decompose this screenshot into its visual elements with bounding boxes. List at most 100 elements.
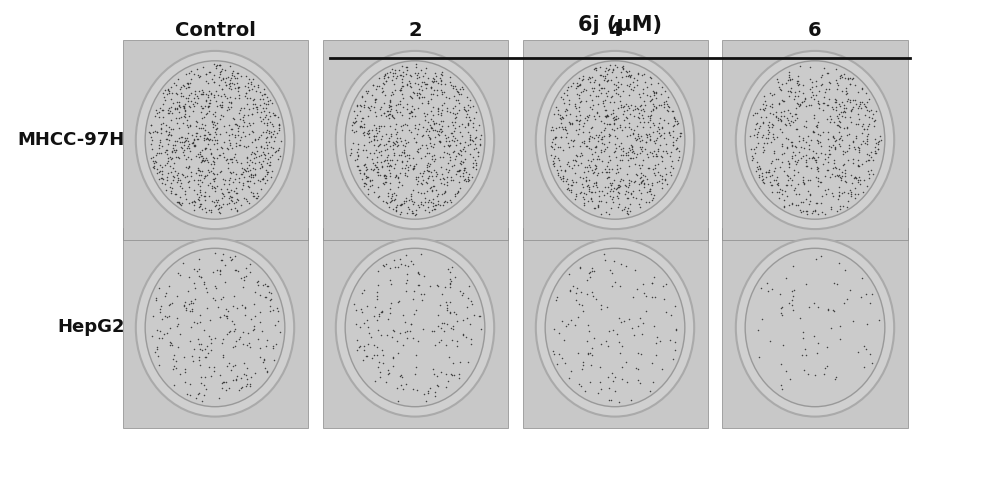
- Point: [545, 156, 561, 164]
- Point: [414, 94, 430, 102]
- Point: [583, 195, 599, 203]
- Point: [622, 206, 638, 214]
- Point: [249, 103, 265, 111]
- Point: [458, 333, 474, 341]
- Point: [410, 104, 426, 112]
- Point: [170, 170, 186, 177]
- Point: [557, 124, 573, 132]
- Point: [581, 72, 597, 80]
- Point: [169, 292, 185, 300]
- Point: [245, 128, 261, 136]
- Point: [204, 75, 220, 83]
- Point: [186, 197, 202, 205]
- Point: [221, 384, 237, 392]
- Point: [599, 303, 615, 311]
- Point: [868, 106, 884, 114]
- Point: [615, 110, 631, 118]
- Point: [621, 162, 637, 170]
- Point: [361, 126, 377, 134]
- Point: [359, 165, 375, 173]
- Point: [212, 100, 228, 108]
- Point: [785, 148, 801, 156]
- Point: [820, 68, 836, 76]
- Point: [165, 142, 181, 150]
- Point: [431, 132, 447, 140]
- Point: [758, 113, 774, 121]
- Point: [603, 76, 619, 84]
- Point: [271, 126, 287, 134]
- Point: [225, 302, 241, 310]
- Point: [466, 114, 482, 122]
- Point: [392, 86, 408, 94]
- Point: [801, 303, 817, 311]
- Point: [244, 158, 260, 166]
- Point: [608, 90, 624, 98]
- Point: [196, 278, 212, 286]
- Point: [755, 104, 771, 112]
- Point: [762, 336, 778, 344]
- Point: [381, 370, 397, 378]
- Point: [145, 153, 161, 161]
- Point: [386, 150, 402, 158]
- Point: [166, 159, 182, 167]
- Point: [544, 138, 560, 146]
- Point: [237, 304, 253, 312]
- Point: [253, 142, 269, 150]
- Point: [808, 256, 824, 264]
- Point: [810, 166, 826, 174]
- Point: [159, 146, 175, 154]
- Point: [378, 172, 394, 180]
- Point: [430, 130, 446, 138]
- Point: [572, 152, 588, 160]
- Point: [260, 168, 276, 176]
- Point: [250, 134, 266, 142]
- Point: [820, 128, 836, 136]
- Point: [764, 100, 780, 108]
- Point: [376, 172, 392, 180]
- Point: [263, 133, 279, 141]
- Point: [433, 76, 449, 84]
- Point: [195, 156, 211, 164]
- Point: [586, 134, 602, 141]
- Point: [444, 370, 460, 378]
- Point: [354, 308, 370, 316]
- Point: [273, 138, 289, 145]
- Point: [639, 150, 655, 158]
- Point: [362, 177, 378, 185]
- Point: [580, 321, 596, 329]
- Point: [625, 186, 641, 194]
- Point: [832, 123, 848, 131]
- Point: [382, 156, 398, 164]
- Point: [207, 174, 223, 182]
- Point: [770, 114, 786, 122]
- Point: [352, 122, 368, 130]
- Point: [386, 188, 402, 196]
- Point: [563, 188, 579, 196]
- Point: [811, 100, 827, 108]
- Point: [186, 141, 202, 149]
- Point: [572, 116, 588, 124]
- Point: [163, 103, 179, 111]
- Point: [208, 62, 224, 70]
- Point: [181, 82, 197, 90]
- Point: [416, 92, 432, 100]
- Point: [369, 351, 385, 359]
- Point: [422, 160, 438, 168]
- Point: [177, 134, 193, 142]
- Point: [215, 293, 231, 301]
- Point: [212, 268, 228, 276]
- Point: [233, 72, 249, 80]
- Point: [848, 120, 864, 128]
- Point: [438, 383, 454, 391]
- Point: [261, 127, 277, 135]
- Point: [623, 71, 639, 79]
- Point: [408, 206, 424, 214]
- Point: [270, 317, 286, 325]
- Point: [816, 99, 832, 107]
- Point: [244, 127, 260, 135]
- Point: [562, 286, 578, 294]
- Point: [198, 284, 214, 292]
- Point: [203, 149, 219, 157]
- Point: [370, 280, 386, 288]
- Point: [190, 176, 206, 184]
